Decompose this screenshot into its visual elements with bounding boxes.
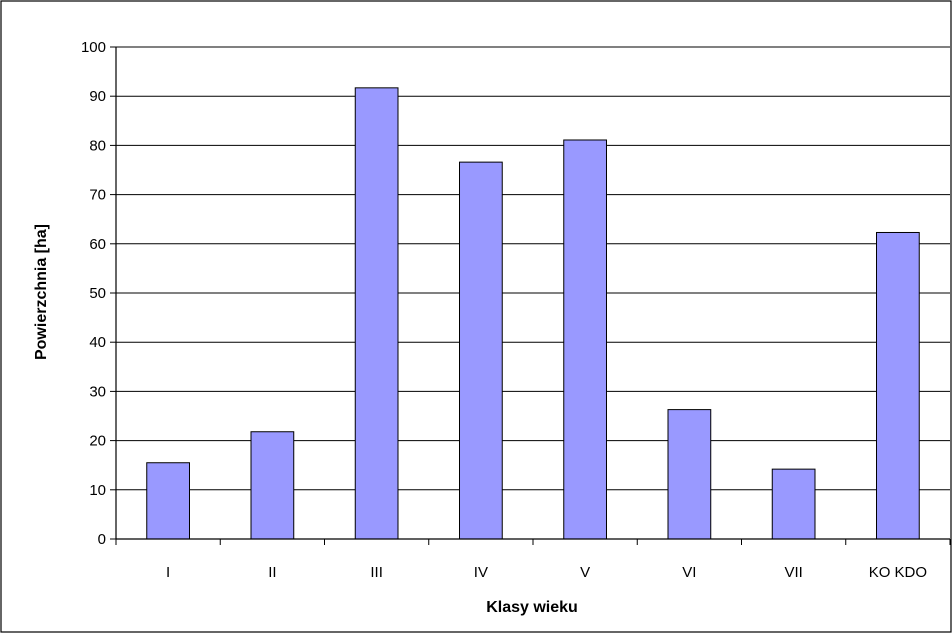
x-tick-label: VI xyxy=(682,564,696,581)
bar-7 xyxy=(771,468,816,540)
y-tick-label: 100 xyxy=(81,39,106,56)
y-tick-label: 30 xyxy=(89,383,106,400)
x-tick-label: VII xyxy=(784,564,802,581)
x-tick-label: III xyxy=(370,564,383,581)
bar-6 xyxy=(667,409,712,540)
x-tick-label: KO KDO xyxy=(869,564,927,581)
bar-2 xyxy=(250,431,295,540)
y-tick-label: 70 xyxy=(89,187,106,204)
y-tick-label: 40 xyxy=(89,334,106,351)
bar-8 xyxy=(876,231,920,540)
x-tick-label: IV xyxy=(474,564,488,581)
y-axis-title: Powierzchnia [ha] xyxy=(33,224,50,360)
x-tick-label: V xyxy=(580,564,590,581)
y-tick-labels: 0 10 20 30 40 50 60 70 80 90 100 xyxy=(81,39,106,548)
y-tick-label: 60 xyxy=(89,236,106,253)
y-tick-label: 90 xyxy=(89,88,106,105)
x-tick-label: II xyxy=(268,564,276,581)
bar-1 xyxy=(146,462,190,540)
axes xyxy=(110,46,951,545)
bar-3 xyxy=(354,87,399,540)
y-tick-label: 10 xyxy=(89,482,106,499)
y-tick-label: 80 xyxy=(89,137,106,154)
y-tick-label: 50 xyxy=(89,285,106,302)
y-tick-label: 20 xyxy=(89,433,106,450)
bar-4 xyxy=(459,161,503,540)
x-axis-title: Klasy wieku xyxy=(486,599,578,616)
x-tick-labels: I II III IV V VI VII KO KDO xyxy=(166,564,927,581)
bar-5 xyxy=(563,139,607,540)
x-tick-label: I xyxy=(166,564,170,581)
y-tick-label: 0 xyxy=(98,531,106,548)
